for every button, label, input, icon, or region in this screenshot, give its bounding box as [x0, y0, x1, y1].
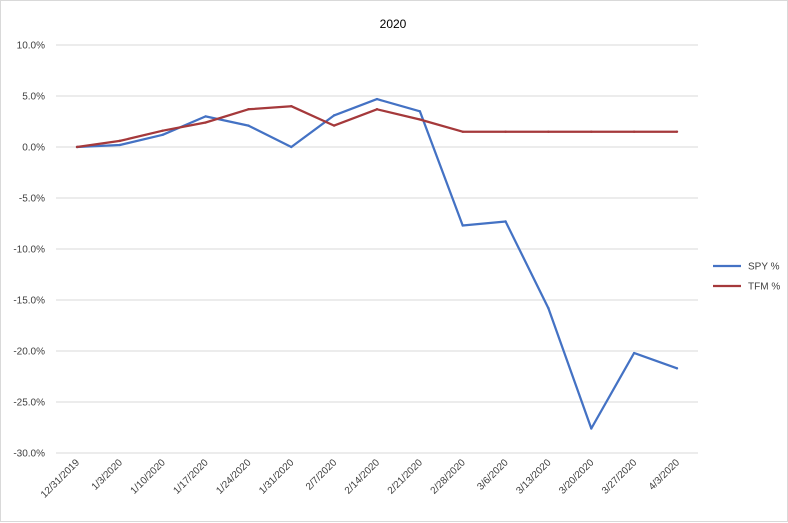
data-point — [332, 114, 336, 117]
data-point — [675, 130, 679, 133]
data-point — [161, 129, 164, 132]
series-tfm — [75, 105, 679, 149]
legend-label: TFM % — [748, 282, 780, 293]
y-tick-label: 0.0% — [22, 143, 45, 154]
data-point — [504, 220, 507, 223]
y-tick-label: -5.0% — [19, 194, 45, 205]
data-point — [675, 367, 679, 370]
data-point — [204, 115, 207, 118]
data-point — [75, 145, 79, 149]
data-point — [375, 97, 379, 101]
x-tick-label: 12/31/2019 — [39, 457, 82, 500]
x-tick-label: 2/28/2020 — [429, 457, 469, 497]
x-tick-label: 3/27/2020 — [600, 457, 640, 497]
x-tick-label: 2/7/2020 — [304, 457, 340, 493]
y-tick-label: 5.0% — [22, 92, 45, 103]
x-tick-label: 2/21/2020 — [386, 457, 426, 497]
data-point — [590, 130, 593, 133]
data-point — [247, 124, 250, 127]
x-tick-label: 1/3/2020 — [90, 457, 126, 493]
y-axis-tick-labels: 10.0% 5.0% 0.0% -5.0% -10.0% -15.0% -20.0% -25.… — [13, 41, 45, 460]
data-point — [247, 108, 250, 111]
series-line — [76, 105, 677, 149]
data-point — [204, 121, 207, 124]
data-point — [332, 124, 336, 127]
y-tick-label: -10.0% — [13, 245, 45, 256]
y-tick-label: 10.0% — [17, 41, 45, 52]
x-tick-label: 3/20/2020 — [557, 457, 597, 497]
data-point — [375, 108, 379, 111]
data-point — [504, 130, 507, 133]
gridlines — [56, 44, 698, 454]
data-point — [547, 306, 550, 310]
y-tick-label: -20.0% — [13, 347, 45, 358]
legend: SPY % TFM % — [713, 262, 780, 293]
y-tick-label: -25.0% — [13, 398, 45, 409]
y-tick-label: -30.0% — [13, 449, 45, 460]
data-point — [461, 130, 464, 133]
series-line — [76, 97, 678, 430]
data-point — [632, 130, 636, 133]
x-tick-label: 1/17/2020 — [171, 457, 211, 497]
data-point — [118, 139, 122, 143]
data-point — [632, 351, 636, 355]
data-point — [461, 224, 464, 227]
data-point — [290, 145, 293, 149]
data-point — [418, 118, 422, 121]
x-axis-tick-labels: 12/31/2019 1/3/2020 1/10/2020 1/17/2020 1/24… — [39, 457, 682, 500]
data-point — [290, 105, 293, 108]
data-point — [118, 143, 122, 147]
data-point — [547, 130, 550, 133]
data-point — [161, 133, 164, 136]
chart-title: 2020 — [380, 17, 407, 31]
series-lines — [75, 97, 679, 430]
x-tick-label: 4/3/2020 — [647, 457, 683, 493]
x-tick-label: 1/24/2020 — [214, 457, 254, 497]
y-tick-label: -15.0% — [13, 296, 45, 307]
x-tick-label: 1/31/2020 — [257, 457, 297, 497]
x-tick-label: 3/6/2020 — [475, 457, 511, 493]
x-tick-label: 3/13/2020 — [514, 457, 554, 497]
legend-label: SPY % — [748, 262, 780, 273]
series-spy — [75, 97, 679, 430]
x-tick-label: 1/10/2020 — [129, 457, 169, 497]
data-point — [418, 110, 422, 113]
data-point — [590, 427, 593, 430]
x-tick-label: 2/14/2020 — [343, 457, 383, 497]
